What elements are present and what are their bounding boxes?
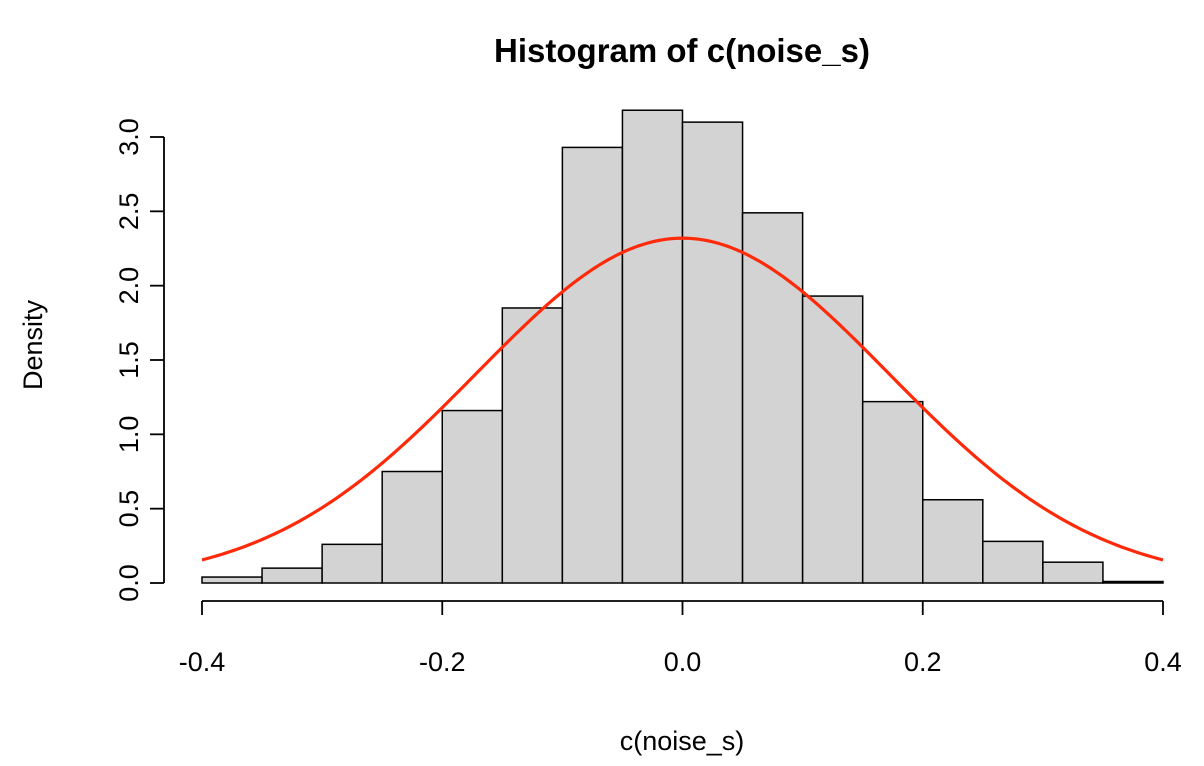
histogram-bar [861, 400, 924, 584]
histogram-bar [1042, 561, 1104, 584]
histogram-bar [381, 470, 443, 584]
histogram-bar [441, 409, 504, 584]
histogram-bar [501, 307, 564, 584]
chart-title: Histogram of c(noise_s) [494, 32, 870, 69]
histogram-bar [801, 295, 864, 584]
y-axis-label: Density [18, 299, 48, 390]
x-axis-label: c(noise_s) [620, 726, 745, 756]
histogram-bar [321, 543, 383, 584]
histogram-bar [982, 540, 1044, 584]
x-tick-label: -0.2 [419, 647, 466, 677]
histogram-bar [561, 146, 624, 584]
density-curve [201, 236, 1164, 562]
histogram-bar [621, 109, 684, 584]
histogram-bar [261, 567, 323, 584]
x-tick-label: 0.4 [1144, 647, 1182, 677]
x-axis: -0.4 -0.2 0.0 0.2 0.4 [179, 600, 1182, 677]
histogram-bar [201, 576, 263, 584]
x-tick-label: -0.4 [179, 647, 226, 677]
y-tick-label: 2.0 [114, 267, 144, 305]
histogram-bar [681, 121, 744, 584]
y-axis: 0.0 0.5 1.0 1.5 2.0 2.5 3.0 [114, 118, 165, 602]
y-tick-label: 1.0 [114, 416, 144, 454]
histogram-bars [201, 109, 1164, 584]
y-tick-label: 2.5 [114, 193, 144, 231]
x-tick-label: 0.2 [904, 647, 942, 677]
y-tick-label: 1.5 [114, 341, 144, 379]
y-tick-label: 3.0 [114, 118, 144, 156]
histogram-bar [741, 212, 804, 584]
x-tick-label: 0.0 [664, 647, 702, 677]
histogram-bar [922, 498, 984, 584]
y-tick-label: 0.0 [114, 564, 144, 602]
y-tick-label: 0.5 [114, 490, 144, 528]
histogram-bar [1102, 580, 1164, 584]
